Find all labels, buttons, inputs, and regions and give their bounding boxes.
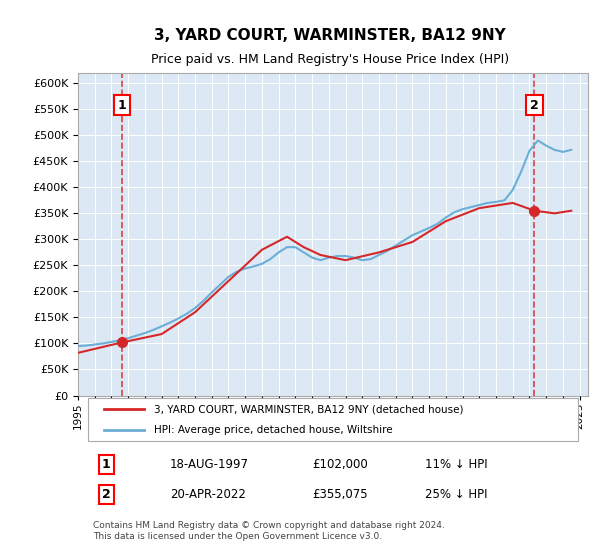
FancyBboxPatch shape — [88, 398, 578, 441]
Text: 2: 2 — [101, 488, 110, 501]
Text: 11% ↓ HPI: 11% ↓ HPI — [425, 458, 487, 471]
Text: 3, YARD COURT, WARMINSTER, BA12 9NY: 3, YARD COURT, WARMINSTER, BA12 9NY — [154, 28, 506, 43]
Text: Price paid vs. HM Land Registry's House Price Index (HPI): Price paid vs. HM Land Registry's House … — [151, 53, 509, 66]
Text: £355,075: £355,075 — [313, 488, 368, 501]
Text: 1: 1 — [118, 99, 127, 111]
Text: 2: 2 — [530, 99, 539, 111]
Text: HPI: Average price, detached house, Wiltshire: HPI: Average price, detached house, Wilt… — [155, 426, 393, 435]
Text: 3, YARD COURT, WARMINSTER, BA12 9NY (detached house): 3, YARD COURT, WARMINSTER, BA12 9NY (det… — [155, 404, 464, 414]
Text: 25% ↓ HPI: 25% ↓ HPI — [425, 488, 487, 501]
Text: 18-AUG-1997: 18-AUG-1997 — [170, 458, 249, 471]
Text: Contains HM Land Registry data © Crown copyright and database right 2024.
This d: Contains HM Land Registry data © Crown c… — [94, 521, 445, 541]
Text: 20-APR-2022: 20-APR-2022 — [170, 488, 245, 501]
Text: 1: 1 — [101, 458, 110, 471]
Text: £102,000: £102,000 — [313, 458, 368, 471]
